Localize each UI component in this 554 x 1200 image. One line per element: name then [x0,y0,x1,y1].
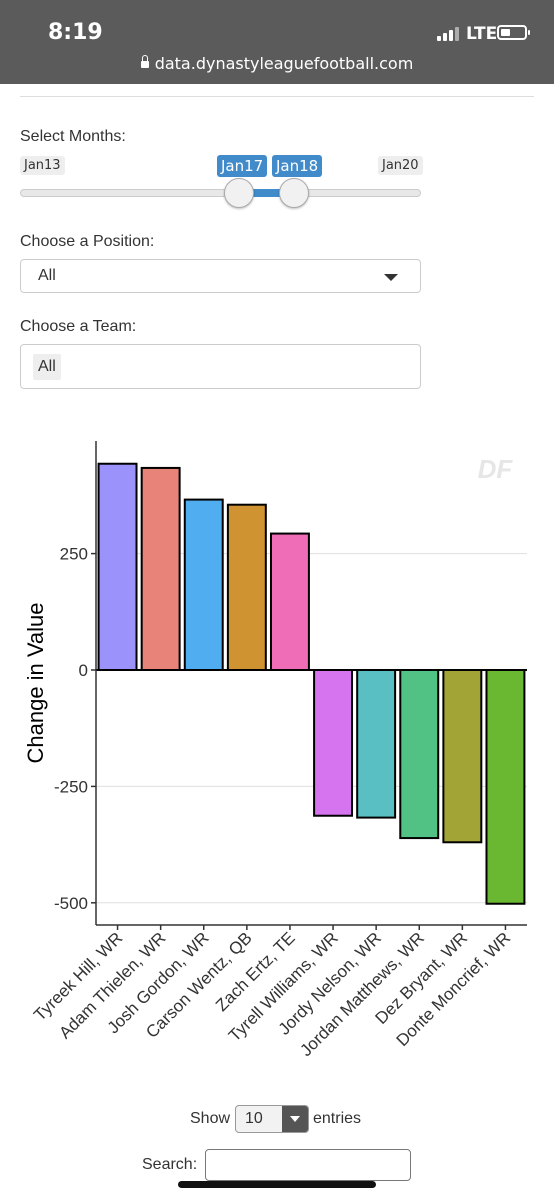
y-axis-label: Change in Value [23,602,48,763]
team-select[interactable]: All [20,344,421,389]
slider-to-handle[interactable] [279,178,309,208]
entries-label: entries [313,1110,362,1127]
month-slider-track[interactable] [20,189,421,197]
battery-icon [497,25,530,40]
home-indicator [178,1181,376,1188]
slider-to-label: Jan18 [272,155,323,177]
bar [356,669,397,819]
bar [183,498,224,671]
position-select[interactable]: All [20,259,421,293]
bar [269,532,310,672]
bar [399,669,440,840]
slider-from-label: Jan17 [217,155,268,177]
url-text: data.dynastyleaguefootball.com [154,54,414,73]
bar [485,669,526,905]
status-bar: 8:19 LTE data.dynastyleaguefootball.com [0,0,554,84]
show-label: Show [190,1110,231,1127]
y-tick-label: -250 [54,777,88,796]
search-label: Search: [142,1156,198,1173]
position-label: Choose a Position: [20,233,155,250]
clock: 8:19 [48,20,103,45]
divider [20,96,534,97]
month-slider-range [239,189,294,197]
bar [226,503,267,671]
entries-value: 10 [245,1110,263,1127]
entries-select[interactable]: 10 [235,1105,309,1133]
slider-from-handle[interactable] [224,178,254,208]
y-tick-label: -500 [54,894,88,913]
position-value: All [38,267,56,284]
bar [140,466,181,671]
y-tick-label: 250 [60,545,88,564]
months-label: Select Months: [20,128,126,145]
y-tick-label: 0 [79,661,88,680]
slider-min-label: Jan13 [20,156,65,175]
lock-icon [140,55,149,68]
bar [313,669,354,817]
bar [442,669,483,844]
signal-icon [437,27,461,41]
chevron-down-icon [384,274,398,281]
team-label: Choose a Team: [20,318,137,335]
slider-max-label: Jan20 [378,156,423,175]
network-label: LTE [466,24,498,44]
watermark-logo: DF [478,454,514,484]
address-bar[interactable]: data.dynastyleaguefootball.com [0,54,554,73]
search-input[interactable] [205,1149,411,1181]
chevron-down-icon [282,1106,308,1132]
team-chip: All [33,354,61,380]
bar [97,462,138,671]
